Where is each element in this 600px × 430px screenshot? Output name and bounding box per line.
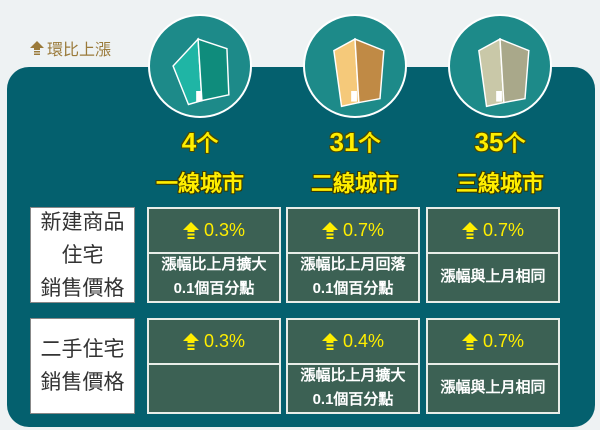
cell-value: 0.7% xyxy=(428,209,558,254)
cell-value: 0.3% xyxy=(149,209,279,254)
up-arrow-icon xyxy=(461,332,478,350)
data-cell: 0.7% 漲幅比上月回落 0.1個百分點 xyxy=(286,207,420,303)
up-arrow-icon xyxy=(321,332,338,350)
cell-note xyxy=(149,365,279,410)
data-cell: 0.3% xyxy=(147,318,281,414)
cell-value: 0.7% xyxy=(288,209,418,254)
tier-count: 31个 xyxy=(329,127,381,157)
cell-note-line: 漲幅比上月擴大 xyxy=(161,255,267,273)
building-icon xyxy=(303,14,407,118)
row-label-line: 銷售價格 xyxy=(40,371,125,394)
cell-note: 漲幅比上月擴大 0.1個百分點 xyxy=(288,365,418,410)
value-text: 0.4% xyxy=(342,331,385,351)
cell-note-line: 漲幅比上月擴大 xyxy=(300,366,406,384)
up-arrow-icon xyxy=(461,221,478,239)
row-label: 二手住宅 銷售價格 xyxy=(30,318,135,414)
value-text: 0.3% xyxy=(203,331,246,351)
legend: 環比上漲 xyxy=(30,36,111,60)
up-arrow-icon xyxy=(30,41,44,55)
up-arrow-icon xyxy=(182,221,199,239)
cell-note-line: 0.1個百分點 xyxy=(173,279,255,297)
data-cell: 0.7% 漲幅與上月相同 xyxy=(426,207,560,303)
tier-count: 4个 xyxy=(181,127,219,157)
up-arrow-icon xyxy=(321,221,338,239)
cell-note-line: 0.1個百分點 xyxy=(312,279,394,297)
tier-count: 35个 xyxy=(474,127,526,157)
cell-note: 漲幅與上月相同 xyxy=(428,254,558,299)
value-text: 0.3% xyxy=(203,220,246,240)
cell-value: 0.4% xyxy=(288,320,418,365)
row-label: 新建商品住宅銷售價格 xyxy=(30,207,135,303)
cell-note-line: 漲幅比上月回落 xyxy=(300,255,406,273)
tier-label: 二線城市 xyxy=(310,171,399,196)
cell-note-line: 0.1個百分點 xyxy=(312,390,394,408)
cell-note: 漲幅比上月擴大 0.1個百分點 xyxy=(149,254,279,299)
tier-label: 三線城市 xyxy=(455,171,544,196)
row-label-line: 二手住宅 xyxy=(40,338,125,361)
cell-note-line: 漲幅與上月相同 xyxy=(440,378,546,396)
cell-note: 漲幅與上月相同 xyxy=(428,365,558,410)
value-text: 0.7% xyxy=(342,220,385,240)
building-icon xyxy=(148,14,252,118)
data-cell: 0.4% 漲幅比上月擴大 0.1個百分點 xyxy=(286,318,420,414)
cell-note-line: 漲幅與上月相同 xyxy=(440,267,546,285)
row-label-line: 銷售價格 xyxy=(40,276,125,300)
building-icon xyxy=(448,14,552,118)
cell-value: 0.7% xyxy=(428,320,558,365)
cell-value: 0.3% xyxy=(149,320,279,365)
data-cell: 0.7% 漲幅與上月相同 xyxy=(426,318,560,414)
up-arrow-icon xyxy=(182,332,199,350)
value-text: 0.7% xyxy=(482,331,525,351)
cell-note: 漲幅比上月回落 0.1個百分點 xyxy=(288,254,418,299)
row-label-line: 住宅 xyxy=(61,243,104,267)
value-text: 0.7% xyxy=(482,220,525,240)
tier-label: 一線城市 xyxy=(155,171,244,196)
legend-label: 環比上漲 xyxy=(47,42,112,59)
data-cell: 0.3% 漲幅比上月擴大 0.1個百分點 xyxy=(147,207,281,303)
row-label-line: 新建商品 xyxy=(40,210,125,234)
